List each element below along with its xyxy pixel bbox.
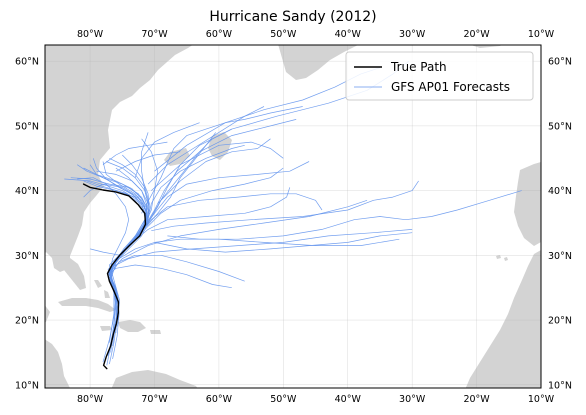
x-tick-label-bottom: 40°W <box>335 394 362 405</box>
y-tick-label-right: 30°N <box>548 251 572 262</box>
forecast-track-28 <box>64 178 146 224</box>
forecast-track-30 <box>86 180 142 211</box>
land-newfoundland <box>208 132 232 160</box>
gridlines <box>45 45 541 388</box>
x-tick-label-bottom: 80°W <box>77 394 104 405</box>
forecast-track-32 <box>151 180 419 232</box>
map-frame <box>44 44 542 389</box>
forecast-track-39 <box>134 122 200 178</box>
land-hispaniola <box>118 320 146 332</box>
land-central-america <box>45 339 70 388</box>
land-puerto-rico <box>150 330 161 334</box>
land-south-america <box>111 370 198 388</box>
forecast-track-41 <box>157 138 271 204</box>
legend: True Path GFS AP01 Forecasts <box>345 51 534 101</box>
y-tick-label-left: 30°N <box>15 251 39 262</box>
x-tick-label-bottom: 70°W <box>141 394 168 405</box>
forecast-track-42 <box>102 141 168 165</box>
x-tick-label-top: 70°W <box>141 29 168 40</box>
forecast-track-36 <box>141 106 303 214</box>
forecast-track-20 <box>109 157 150 259</box>
forecast-track-43 <box>115 151 181 172</box>
x-tick-label-top: 80°W <box>77 29 104 40</box>
forecast-track-19 <box>96 170 148 266</box>
land-cuba <box>58 298 116 312</box>
y-tick-label-left: 20°N <box>15 316 39 327</box>
land-north-america <box>45 45 193 272</box>
legend-label-true-path: True Path <box>390 60 447 74</box>
forecast-track-22 <box>77 164 148 246</box>
x-tick-label-top: 10°W <box>528 29 555 40</box>
x-tick-label-bottom: 50°W <box>270 394 297 405</box>
x-tick-label-bottom: 60°W <box>206 394 233 405</box>
y-tick-label-right: 50°N <box>548 121 572 132</box>
y-tick-label-right: 20°N <box>548 316 572 327</box>
land-africa <box>465 250 541 388</box>
y-tick-label-right: 40°N <box>548 186 572 197</box>
map-area <box>45 45 541 388</box>
forecast-track-31 <box>146 132 216 227</box>
axis-ticks: 80°W 80°W 70°W 70°W 60°W 60°W 50°W 50°W 40°W 40°W… <box>15 29 572 405</box>
y-tick-label-left: 40°N <box>15 186 39 197</box>
forecast-track-27 <box>83 167 148 227</box>
land-greenland <box>278 45 358 80</box>
x-tick-label-bottom: 20°W <box>463 394 490 405</box>
land-europe <box>514 162 541 246</box>
legend-label-gfs-forecasts: GFS AP01 Forecasts <box>391 80 510 94</box>
land-canary-islands <box>496 255 508 261</box>
forecast-track-7 <box>107 264 232 343</box>
gfs-forecast-tracks <box>64 60 522 366</box>
x-tick-label-top: 20°W <box>463 29 490 40</box>
land-bahamas <box>94 280 110 298</box>
x-tick-label-top: 50°W <box>270 29 297 40</box>
x-tick-label-top: 40°W <box>335 29 362 40</box>
x-tick-label-top: 30°W <box>399 29 426 40</box>
land-masses <box>45 45 541 388</box>
y-tick-label-left: 60°N <box>15 57 39 68</box>
y-tick-label-right: 10°N <box>548 380 572 391</box>
forecast-track-29 <box>92 158 146 217</box>
forecast-track-37 <box>151 141 284 191</box>
land-iceland <box>471 45 502 48</box>
forecast-track-35 <box>90 248 121 256</box>
y-tick-label-left: 50°N <box>15 121 39 132</box>
x-tick-label-bottom: 30°W <box>399 394 426 405</box>
forecast-track-21 <box>70 177 149 253</box>
land-nova-scotia <box>164 148 190 166</box>
x-tick-label-bottom: 10°W <box>528 394 555 405</box>
legend-box <box>345 51 534 101</box>
y-tick-label-right: 60°N <box>548 57 572 68</box>
land-yucatan <box>45 305 50 323</box>
forecast-track-38 <box>147 106 265 185</box>
x-tick-label-top: 60°W <box>206 29 233 40</box>
true-path-line <box>82 183 147 370</box>
land-jamaica <box>100 326 112 331</box>
map-title: Hurricane Sandy (2012) <box>209 9 376 25</box>
forecast-track-33 <box>167 190 522 240</box>
y-tick-label-left: 10°N <box>15 380 39 391</box>
land-florida <box>60 258 86 290</box>
forecast-track-34 <box>154 232 413 253</box>
